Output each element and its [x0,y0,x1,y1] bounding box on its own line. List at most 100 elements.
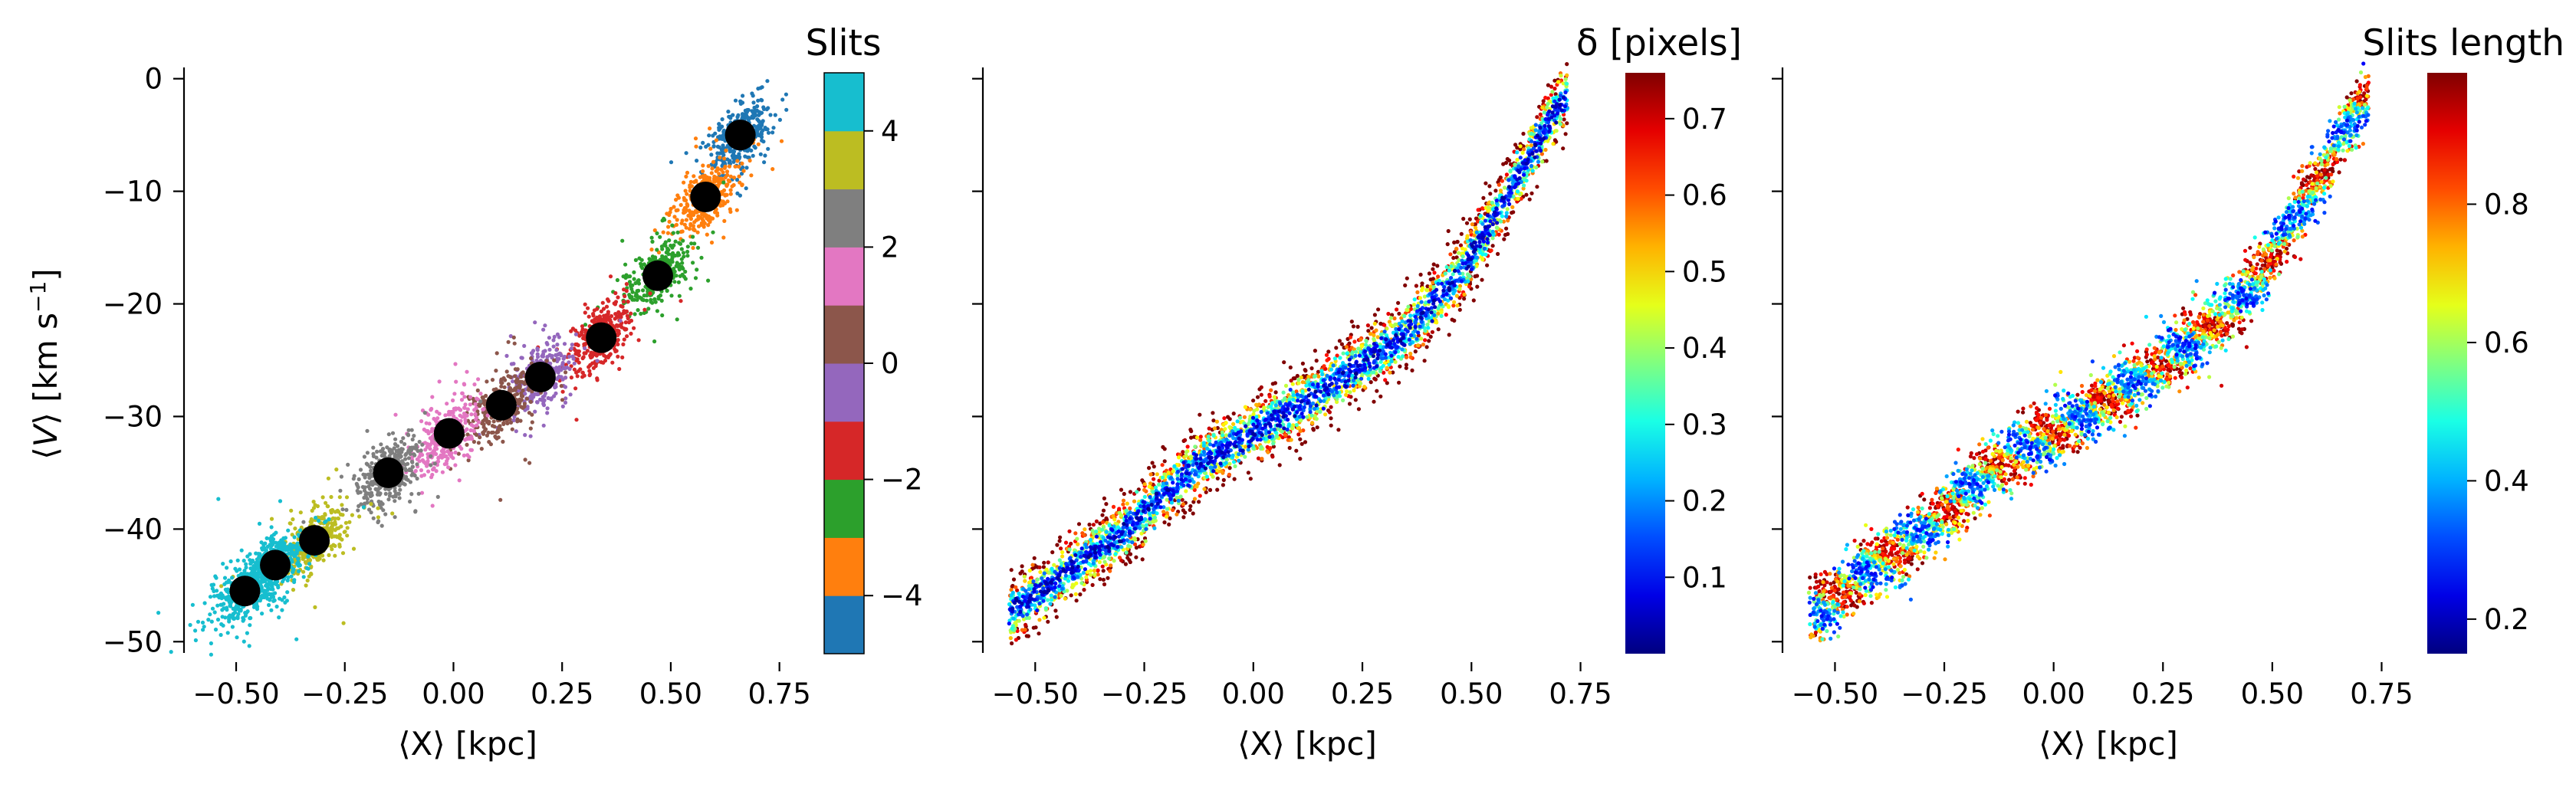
scatter-point [287,551,291,556]
scatter-point [412,452,416,457]
scatter-point [467,454,472,460]
scatter-point [1211,418,1216,423]
scatter-point [635,297,639,302]
scatter-point [293,526,297,531]
scatter-point [462,405,467,410]
scatter-point [628,295,632,300]
scatter-point [1436,274,1441,279]
scatter-point [580,324,585,329]
scatter-point [1227,472,1231,477]
scatter-point [337,533,342,537]
scatter-point [206,618,211,622]
scatter-point [376,520,380,525]
scatter-point [1344,345,1349,349]
scatter-point [615,277,620,283]
scatter-point [749,148,754,153]
scatter-point [762,160,767,165]
scatter-point [1374,328,1378,333]
scatter-point [515,377,520,382]
scatter-point [1289,438,1293,442]
scatter-point [1054,615,1059,619]
scatter-point [216,497,221,501]
scatter-point [1096,568,1100,572]
scatter-point [728,207,732,212]
scatter-point [268,536,272,541]
scatter-point [208,612,212,617]
scatter-point [528,399,533,405]
scatter-point [588,362,593,367]
scatter-point [665,288,669,294]
scatter-point [620,238,625,243]
scatter-point [544,359,549,363]
scatter-point [724,182,729,187]
scatter-point [1222,416,1227,421]
scatter-point [685,254,690,258]
scatter-point [1432,271,1437,275]
scatter-point [429,454,433,459]
scatter-point [688,287,693,291]
scatter-point [626,316,630,321]
scatter-point [723,175,728,180]
scatter-point [279,538,284,543]
scatter-point [393,515,397,520]
scatter-point [212,610,217,615]
scatter-point [708,219,712,225]
scatter-point [1094,519,1099,524]
scatter-point [725,144,730,149]
scatter-point [339,474,343,479]
scatter-point [740,112,745,116]
scatter-points-delta [1007,62,1570,646]
scatter-point [744,110,748,115]
scatter-point [1020,628,1024,632]
scatter-point [1117,507,1122,511]
scatter-point [208,595,213,599]
scatter-point [693,276,698,280]
scatter-point [605,297,610,302]
scatter-point [675,317,679,322]
scatter-point [1535,115,1539,120]
scatter-point [1420,281,1424,286]
scatter-point [622,300,626,304]
scatter-point [571,356,576,361]
scatter-point [393,437,398,441]
scatter-point [1194,484,1199,489]
scatter-point [710,166,715,171]
scatter-point [1211,411,1215,415]
scatter-point [667,238,672,243]
scatter-point [639,261,643,266]
scatter-point [740,161,744,166]
scatter-point [583,346,587,351]
scatter-point [564,376,568,380]
scatter-point [678,241,683,246]
scatter-point [1076,522,1082,526]
scatter-point [304,583,308,588]
scatter-point [440,453,445,458]
scatter-point [223,615,228,620]
scatter-point [1082,533,1086,537]
scatter-point [761,107,767,111]
scatter-point [773,113,777,117]
scatter-point [760,123,764,127]
scatter-point [722,218,727,223]
scatter-point [281,541,286,546]
scatter-point [378,449,383,454]
scatter-point [1059,546,1063,551]
scatter-point [1351,324,1355,329]
scatter-point [1046,560,1050,565]
scatter-point [685,170,690,175]
scatter-point [1410,368,1414,372]
scatter-point [591,312,596,317]
scatter-point [254,561,258,566]
scatter-point [721,146,726,150]
scatter-point [511,335,516,339]
scatter-point [445,459,449,464]
scatter-point [478,399,483,404]
scatter-point [719,167,724,172]
scatter-point [579,330,584,335]
scatter-point [616,329,621,333]
scatter-point [254,551,258,556]
scatter-point [269,543,274,549]
scatter-point [410,460,415,464]
scatter-point [559,384,564,389]
mean-point [724,120,756,151]
